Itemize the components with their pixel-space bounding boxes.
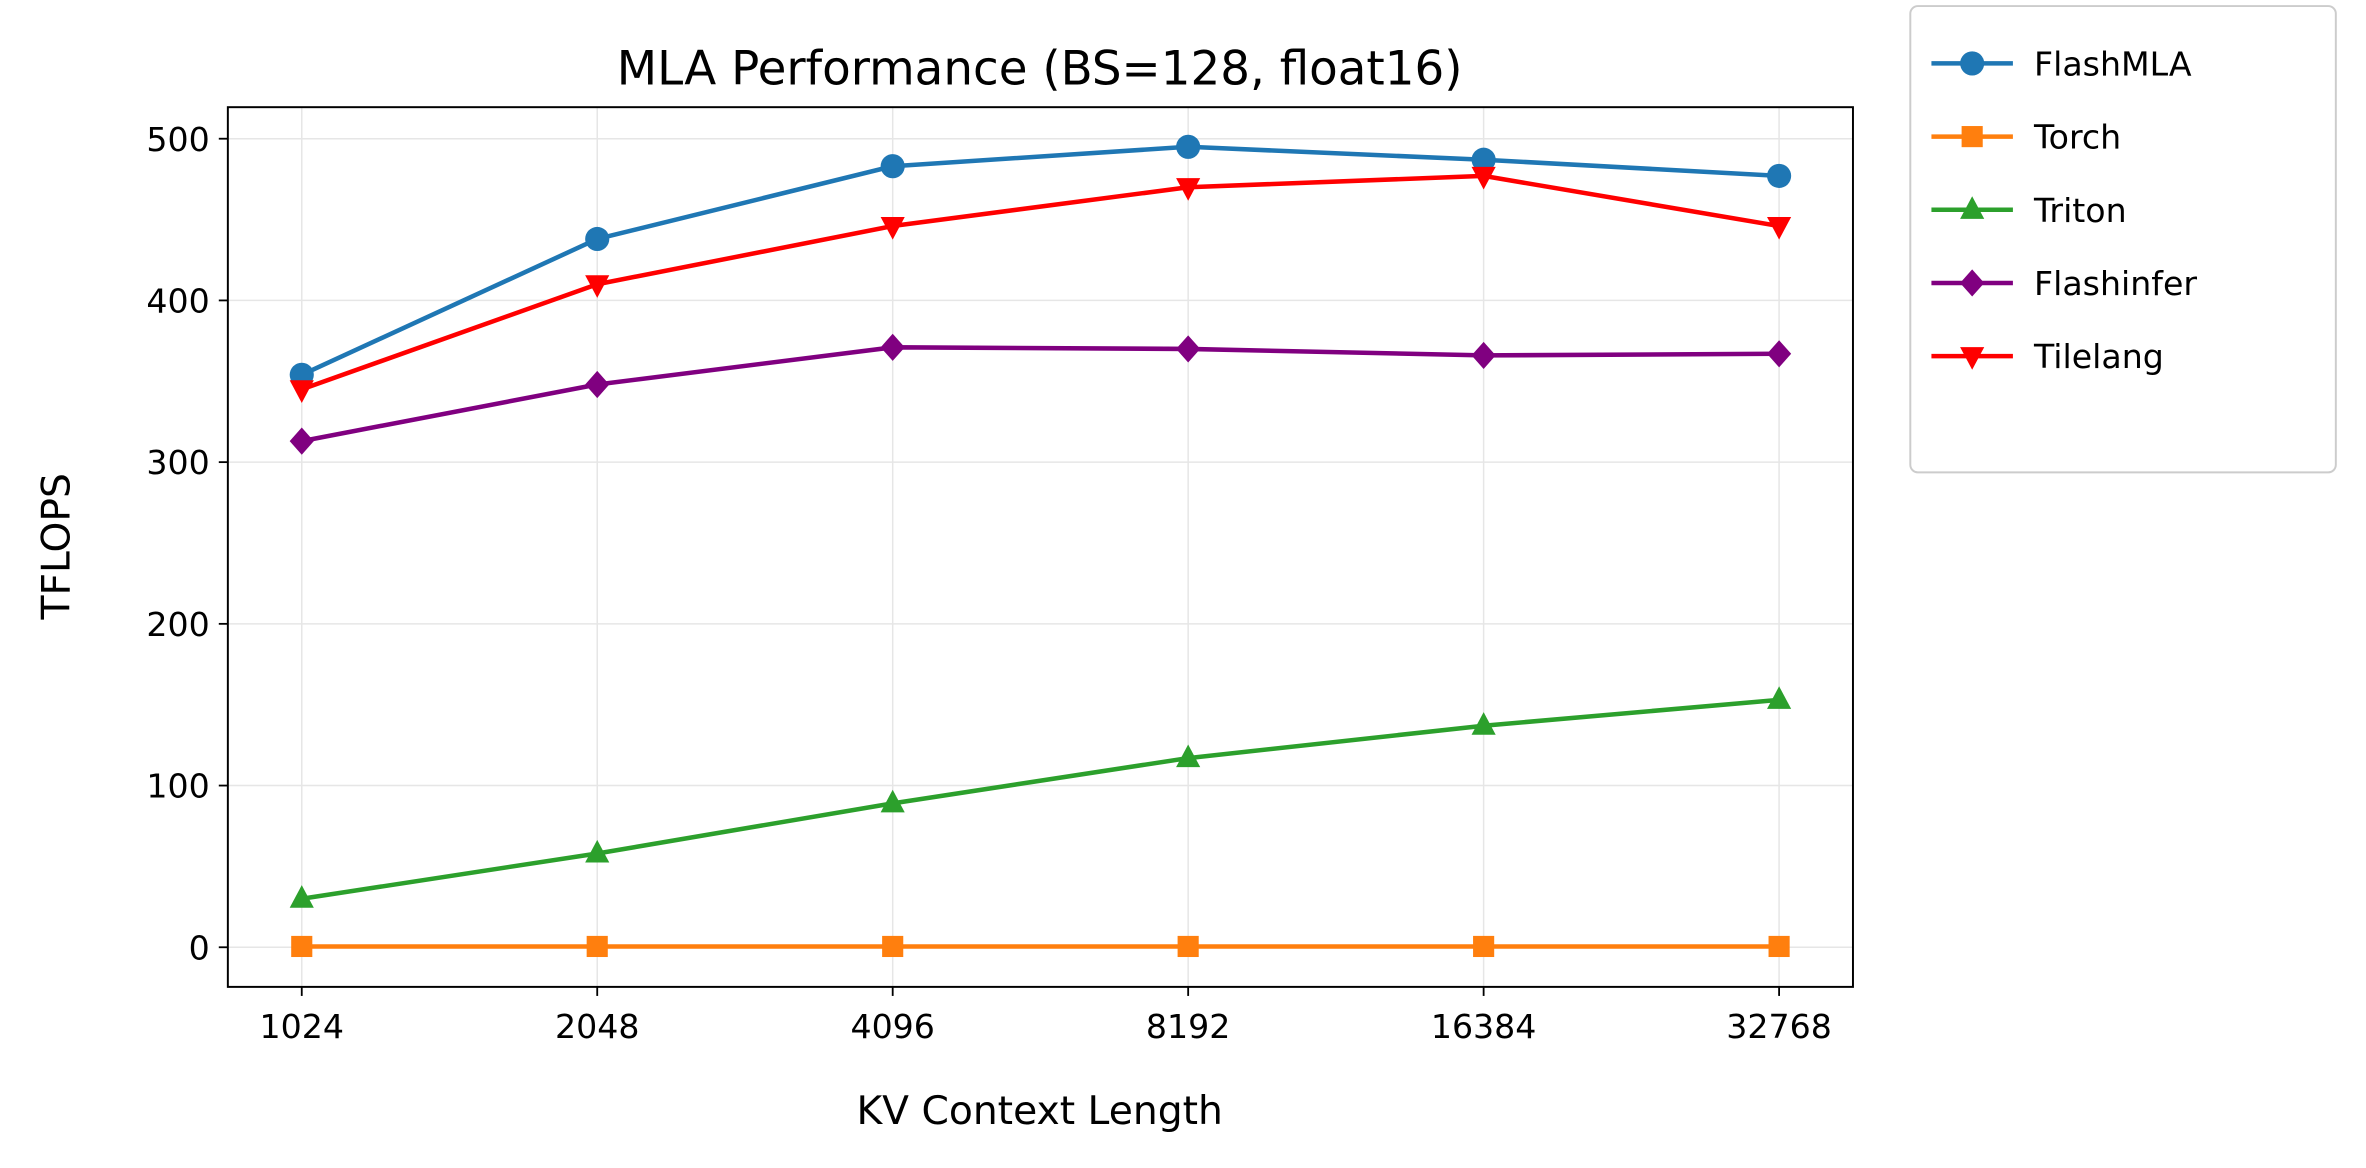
data-point-flashmla — [1176, 134, 1201, 159]
data-point-triton — [585, 839, 610, 863]
data-point-tilelang — [880, 216, 905, 240]
legend: FlashMLA Torch Triton Flashinfer Tilelang — [1909, 5, 2337, 474]
data-point-triton — [1767, 686, 1792, 709]
ticks: 1024 2048 4096 8192 16384 32768 0 100 200 300 400 5… — [146, 120, 1832, 1046]
y-tick-label: 200 — [146, 605, 209, 644]
series-tilelang — [289, 166, 1792, 403]
legend-marker-torch — [1961, 126, 1983, 148]
data-point-torch — [1768, 935, 1790, 958]
series-triton — [289, 686, 1792, 908]
x-tick-label: 1024 — [260, 1007, 344, 1046]
series-line-tilelang — [300, 173, 1780, 392]
legend-label-flashinfer: Flashinfer — [2034, 264, 2197, 303]
x-tick-label: 32768 — [1726, 1007, 1832, 1046]
legend-entry-flashinfer: Flashinfer — [1931, 264, 2197, 303]
series-flashinfer — [289, 333, 1792, 455]
legend-entry-flashmla: FlashMLA — [1931, 44, 2192, 83]
legend-entry-torch: Torch — [1931, 118, 2121, 157]
legend-marker-tilelang — [1960, 347, 1985, 370]
legend-entry-tilelang: Tilelang — [1931, 337, 2164, 376]
data-point-flashmla — [1767, 163, 1792, 188]
x-tick-label: 16384 — [1431, 1007, 1537, 1046]
legend-label-torch: Torch — [2033, 118, 2121, 157]
data-point-flashmla — [585, 226, 610, 252]
plot-frame — [226, 106, 1854, 988]
y-tick-label: 300 — [146, 443, 209, 482]
data-point-flashinfer — [1471, 341, 1496, 369]
data-point-torch — [882, 935, 904, 958]
data-point-torch — [291, 935, 313, 958]
data-point-tilelang — [1767, 216, 1792, 240]
data-point-flashinfer — [289, 427, 314, 455]
x-tick-label: 8192 — [1146, 1007, 1230, 1046]
grid — [227, 107, 1853, 987]
series-layer — [289, 134, 1792, 958]
legend-marker-flashmla — [1960, 51, 1985, 76]
data-point-triton — [1471, 712, 1496, 735]
data-point-flashinfer — [585, 370, 610, 399]
legend-marker-triton — [1960, 196, 1985, 219]
chart-title: MLA Performance (BS=128, float16) — [617, 43, 1463, 97]
data-point-tilelang — [585, 275, 610, 298]
legend-label-tilelang: Tilelang — [2033, 337, 2164, 376]
data-point-torch — [586, 935, 608, 958]
series-torch — [291, 935, 1790, 958]
data-point-tilelang — [1176, 178, 1201, 201]
legend-label-triton: Triton — [2033, 191, 2127, 230]
data-point-tilelang — [289, 380, 314, 403]
y-tick-label: 500 — [146, 120, 209, 159]
data-point-triton — [289, 885, 314, 908]
data-point-triton — [1176, 744, 1201, 768]
series-line-triton — [301, 697, 1780, 901]
data-point-flashmla — [1471, 147, 1496, 172]
data-point-tilelang — [1471, 166, 1496, 190]
data-point-flashinfer — [1176, 335, 1201, 363]
legend-marker-flashinfer — [1960, 269, 1985, 297]
series-flashmla — [289, 134, 1792, 387]
data-point-torch — [1177, 935, 1199, 958]
x-tick-label: 4096 — [850, 1007, 934, 1046]
data-point-flashmla — [880, 154, 905, 179]
legend-frame — [1909, 5, 2337, 474]
x-tick-label: 2048 — [555, 1007, 639, 1046]
y-axis-label: TFLOPS — [34, 473, 79, 620]
y-tick-label: 0 — [189, 928, 210, 967]
data-point-flashinfer — [1767, 340, 1792, 368]
legend-label-flashmla: FlashMLA — [2034, 44, 2192, 83]
data-point-flashinfer — [880, 333, 905, 361]
data-point-triton — [880, 789, 905, 813]
legend-entry-triton: Triton — [1931, 191, 2127, 230]
series-line-flashinfer — [301, 345, 1780, 444]
y-tick-label: 400 — [146, 281, 209, 320]
series-line-flashmla — [300, 144, 1780, 377]
data-point-torch — [1473, 935, 1495, 958]
x-axis-label: KV Context Length — [856, 1089, 1222, 1134]
y-tick-label: 100 — [146, 767, 209, 806]
